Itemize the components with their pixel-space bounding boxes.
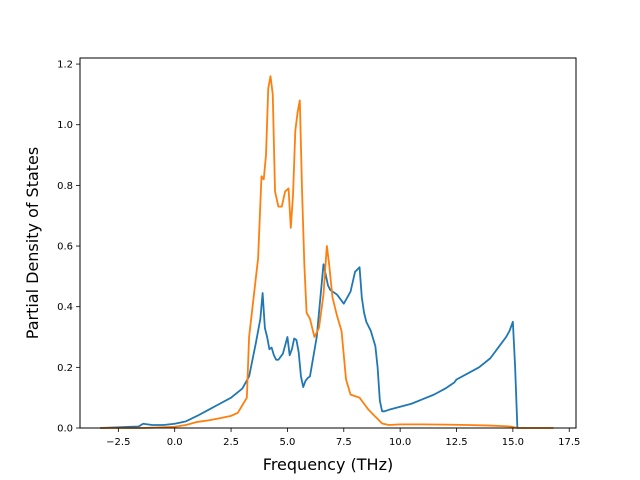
y-axis-label: Partial Density of States xyxy=(23,147,42,339)
x-tick-label: 7.5 xyxy=(336,437,352,448)
x-axis-label: Frequency (THz) xyxy=(263,455,393,474)
y-tick-label: 0.4 xyxy=(57,302,73,313)
y-axis-ticks: 0.0 0.2 0.4 0.6 0.8 1.0 1.2 xyxy=(57,60,80,435)
series-line-2 xyxy=(100,75,554,429)
x-tick-label: 0.0 xyxy=(167,437,183,448)
x-tick-label: 15.0 xyxy=(502,437,524,448)
plot-frame xyxy=(79,57,577,429)
y-tick-label: 0.6 xyxy=(57,242,73,253)
y-tick-label: 1.2 xyxy=(57,60,73,71)
y-tick-label: 1.0 xyxy=(57,120,73,131)
x-tick-label: 2.5 xyxy=(223,437,239,448)
x-tick-label: 12.5 xyxy=(445,437,467,448)
y-tick-label: 0.0 xyxy=(57,424,73,435)
x-tick-label: 17.5 xyxy=(558,437,580,448)
y-tick-label: 0.8 xyxy=(57,181,73,192)
x-tick-label: −2.5 xyxy=(106,437,130,448)
series-line-1 xyxy=(100,263,519,429)
x-tick-label: 5.0 xyxy=(279,437,295,448)
y-tick-label: 0.2 xyxy=(57,363,73,374)
x-tick-label: 10.0 xyxy=(389,437,411,448)
series-layer xyxy=(100,75,554,429)
x-axis-ticks: −2.5 0.0 2.5 5.0 7.5 10.0 12.5 15.0 17.5 xyxy=(106,428,580,448)
